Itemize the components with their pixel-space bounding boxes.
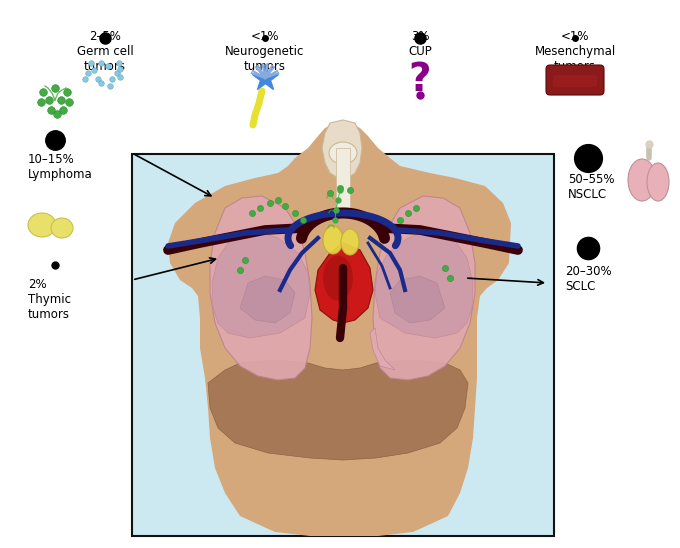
Text: 2–5%
Germ cell
tumors: 2–5% Germ cell tumors <box>77 30 133 73</box>
Text: 50–55%
NSCLC: 50–55% NSCLC <box>568 173 615 201</box>
Text: 20–30%
SCLC: 20–30% SCLC <box>565 265 611 293</box>
Ellipse shape <box>329 142 357 164</box>
Text: <1%
Neurogenetic
tumors: <1% Neurogenetic tumors <box>225 30 305 73</box>
Polygon shape <box>168 122 511 536</box>
Ellipse shape <box>51 218 73 238</box>
Polygon shape <box>375 230 473 338</box>
Bar <box>336 148 350 218</box>
Polygon shape <box>322 120 362 180</box>
Polygon shape <box>370 328 395 370</box>
Text: 3%
CUP: 3% CUP <box>408 30 432 58</box>
Polygon shape <box>373 196 475 380</box>
Ellipse shape <box>647 163 669 201</box>
Text: <1%
Mesenchymal
tumors: <1% Mesenchymal tumors <box>534 30 615 73</box>
Text: ?: ? <box>409 61 431 99</box>
Polygon shape <box>390 276 445 323</box>
Ellipse shape <box>28 213 56 237</box>
Polygon shape <box>315 243 373 323</box>
FancyBboxPatch shape <box>546 65 604 95</box>
Polygon shape <box>212 230 310 338</box>
Text: 2%
Thymic
tumors: 2% Thymic tumors <box>28 278 71 321</box>
Ellipse shape <box>323 255 353 300</box>
Ellipse shape <box>323 226 343 254</box>
Polygon shape <box>240 276 295 323</box>
Text: 10–15%
Lymphoma: 10–15% Lymphoma <box>28 153 92 181</box>
Polygon shape <box>210 196 312 380</box>
Polygon shape <box>208 360 468 460</box>
Ellipse shape <box>628 159 656 201</box>
Ellipse shape <box>341 229 359 255</box>
Bar <box>132 154 554 536</box>
FancyBboxPatch shape <box>553 75 597 87</box>
